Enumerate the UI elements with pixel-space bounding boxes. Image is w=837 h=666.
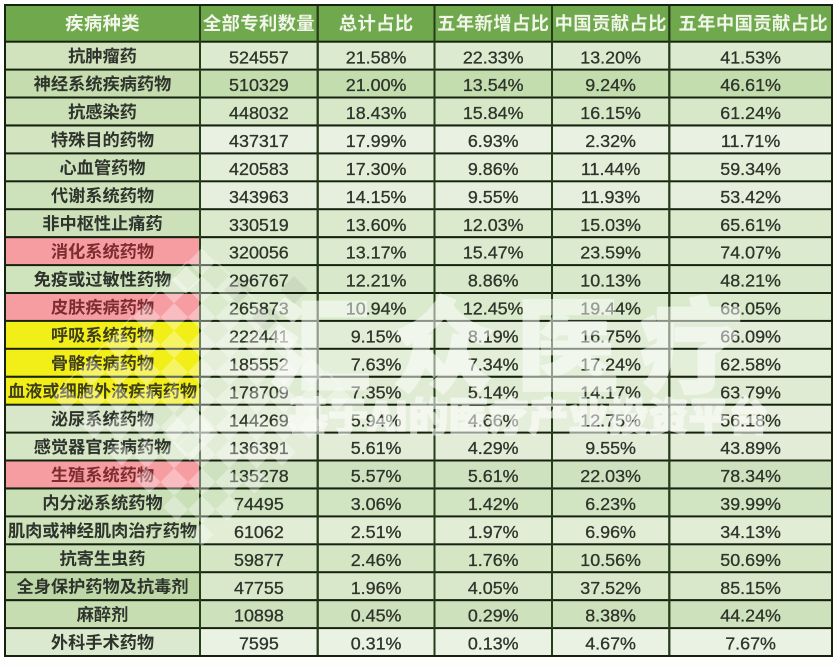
svg-text:12.03%: 12.03%	[463, 215, 524, 235]
svg-text:5.57%: 5.57%	[351, 466, 402, 486]
svg-text:11.44%: 11.44%	[581, 159, 640, 179]
svg-text:4.29%: 4.29%	[468, 438, 519, 458]
svg-text:6.23%: 6.23%	[585, 494, 636, 514]
svg-text:1.42%: 1.42%	[468, 494, 519, 514]
svg-text:62.58%: 62.58%	[720, 354, 781, 374]
svg-text:15.47%: 15.47%	[463, 243, 524, 263]
svg-text:2.46%: 2.46%	[351, 550, 402, 570]
svg-text:437317: 437317	[229, 131, 289, 151]
svg-text:7595: 7595	[239, 634, 279, 654]
svg-text:2.51%: 2.51%	[351, 522, 402, 542]
svg-text:1.97%: 1.97%	[468, 522, 519, 542]
svg-text:74.07%: 74.07%	[720, 243, 781, 263]
svg-text:47755: 47755	[234, 578, 284, 598]
svg-text:15.03%: 15.03%	[580, 215, 641, 235]
svg-text:8.38%: 8.38%	[585, 606, 636, 626]
svg-text:41.53%: 41.53%	[720, 47, 781, 67]
svg-text:3.06%: 3.06%	[351, 494, 402, 514]
svg-text:11.93%: 11.93%	[581, 187, 640, 207]
svg-text:66.09%: 66.09%	[720, 327, 781, 347]
svg-text:9.55%: 9.55%	[468, 187, 519, 207]
svg-text:5.61%: 5.61%	[468, 466, 519, 486]
svg-text:34.13%: 34.13%	[720, 522, 781, 542]
svg-text:17.99%: 17.99%	[346, 131, 407, 151]
svg-text:78.34%: 78.34%	[720, 466, 781, 486]
svg-text:59.34%: 59.34%	[720, 159, 781, 179]
svg-text:330519: 330519	[229, 215, 289, 235]
svg-text:343963: 343963	[229, 187, 289, 207]
svg-text:6.93%: 6.93%	[468, 131, 519, 151]
svg-text:10.13%: 10.13%	[580, 271, 641, 291]
svg-text:63.79%: 63.79%	[720, 382, 781, 402]
svg-text:43.89%: 43.89%	[720, 438, 781, 458]
svg-text:17.30%: 17.30%	[346, 159, 407, 179]
svg-text:9.15%: 9.15%	[351, 327, 402, 347]
svg-text:524557: 524557	[229, 47, 289, 67]
svg-text:6.96%: 6.96%	[585, 522, 636, 542]
svg-text:61062: 61062	[234, 522, 284, 542]
svg-text:0.29%: 0.29%	[468, 606, 519, 626]
svg-text:1.96%: 1.96%	[351, 578, 402, 598]
svg-text:13.60%: 13.60%	[346, 215, 407, 235]
svg-text:53.42%: 53.42%	[720, 187, 781, 207]
svg-text:44.24%: 44.24%	[720, 606, 781, 626]
svg-text:296767: 296767	[229, 271, 289, 291]
svg-text:9.86%: 9.86%	[468, 159, 519, 179]
svg-text:12.21%: 12.21%	[346, 271, 407, 291]
svg-text:448032: 448032	[229, 103, 289, 123]
svg-text:7.63%: 7.63%	[351, 354, 402, 374]
svg-text:61.24%: 61.24%	[720, 103, 781, 123]
svg-text:1.76%: 1.76%	[468, 550, 519, 570]
svg-text:420583: 420583	[229, 159, 289, 179]
svg-text:510329: 510329	[229, 75, 289, 95]
svg-text:85.15%: 85.15%	[720, 578, 781, 598]
svg-text:9.55%: 9.55%	[585, 438, 636, 458]
svg-text:48.21%: 48.21%	[720, 271, 781, 291]
svg-text:4.05%: 4.05%	[468, 578, 519, 598]
svg-text:0.45%: 0.45%	[351, 606, 402, 626]
svg-text:4.67%: 4.67%	[585, 634, 636, 654]
svg-text:21.00%: 21.00%	[346, 75, 407, 95]
svg-text:9.24%: 9.24%	[585, 75, 636, 95]
svg-text:14.15%: 14.15%	[346, 187, 407, 207]
svg-text:50.69%: 50.69%	[720, 550, 781, 570]
svg-text:13.17%: 13.17%	[346, 243, 407, 263]
svg-text:37.52%: 37.52%	[580, 578, 641, 598]
svg-text:46.61%: 46.61%	[720, 75, 781, 95]
svg-text:8.86%: 8.86%	[468, 271, 519, 291]
svg-text:11.71%: 11.71%	[721, 131, 780, 151]
svg-text:10898: 10898	[234, 606, 284, 626]
svg-text:5.61%: 5.61%	[351, 438, 402, 458]
svg-text:7.67%: 7.67%	[725, 634, 776, 654]
svg-text:18.43%: 18.43%	[346, 103, 407, 123]
svg-text:7.34%: 7.34%	[468, 354, 519, 374]
svg-text:12.45%: 12.45%	[463, 299, 524, 319]
svg-text:16.15%: 16.15%	[580, 103, 641, 123]
svg-text:39.99%: 39.99%	[720, 494, 781, 514]
svg-text:21.58%: 21.58%	[346, 47, 407, 67]
svg-text:23.59%: 23.59%	[580, 243, 641, 263]
svg-text:0.31%: 0.31%	[351, 634, 402, 654]
svg-text:22.33%: 22.33%	[463, 47, 524, 67]
svg-text:13.20%: 13.20%	[580, 47, 641, 67]
svg-text:13.54%: 13.54%	[463, 75, 524, 95]
svg-text:65.61%: 65.61%	[720, 215, 781, 235]
svg-text:22.03%: 22.03%	[580, 466, 641, 486]
svg-text:59877: 59877	[234, 550, 284, 570]
svg-text:10.56%: 10.56%	[580, 550, 641, 570]
svg-text:0.13%: 0.13%	[468, 634, 519, 654]
svg-text:320056: 320056	[229, 243, 289, 263]
svg-text:2.32%: 2.32%	[585, 131, 636, 151]
svg-text:15.84%: 15.84%	[463, 103, 524, 123]
